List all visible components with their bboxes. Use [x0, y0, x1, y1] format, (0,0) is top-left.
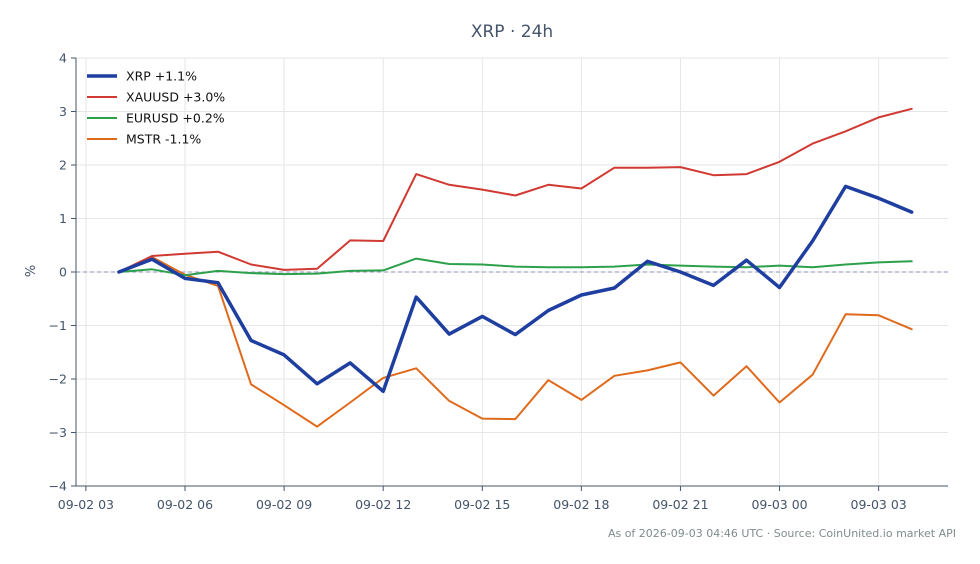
- y-tick-label: −1: [49, 318, 67, 333]
- legend-label: XAUUSD +3.0%: [126, 90, 225, 105]
- footer-source: As of 2026-09-03 04:46 UTC · Source: Coi…: [608, 527, 956, 540]
- y-tick-label: −3: [49, 425, 67, 440]
- x-tick-label: 09-03 00: [751, 497, 807, 512]
- y-tick-label: −2: [49, 372, 67, 387]
- axes: −4 −3 −2 −1 0 1 2 3 4 09-02 03 09-02 06 09-02 09 09-…: [49, 51, 948, 512]
- x-tick-label: 09-02 12: [355, 497, 411, 512]
- y-tick-label: 0: [59, 265, 67, 280]
- y-tick-label: 4: [59, 51, 67, 66]
- series-line-1: [117, 184, 914, 394]
- legend: XRP +1.1% XAUUSD +3.0% EURUSD +0.2% MSTR -1…: [87, 69, 225, 147]
- x-tick-label: 09-02 18: [553, 497, 609, 512]
- series-line-2: [117, 107, 913, 273]
- x-tick-label: 09-02 06: [157, 497, 213, 512]
- chart-title: XRP · 24h: [471, 22, 553, 42]
- x-tick-label: 09-03 03: [851, 497, 907, 512]
- series-line-4: [117, 256, 913, 428]
- series-line-3: [117, 257, 913, 277]
- legend-label: XRP +1.1%: [126, 69, 197, 84]
- legend-label: MSTR -1.1%: [126, 132, 201, 147]
- legend-label: EURUSD +0.2%: [126, 111, 225, 126]
- y-tick-label: 2: [59, 158, 67, 173]
- series-lines: [117, 107, 914, 428]
- x-tick-label: 09-02 15: [454, 497, 510, 512]
- y-tick-label: 1: [59, 211, 67, 226]
- y-tick-label: 3: [59, 104, 67, 119]
- x-tick-label: 09-02 03: [58, 497, 114, 512]
- x-tick-label: 09-02 21: [652, 497, 708, 512]
- y-tick-label: −4: [49, 479, 67, 494]
- x-tick-label: 09-02 09: [256, 497, 312, 512]
- y-axis-label: %: [24, 265, 39, 277]
